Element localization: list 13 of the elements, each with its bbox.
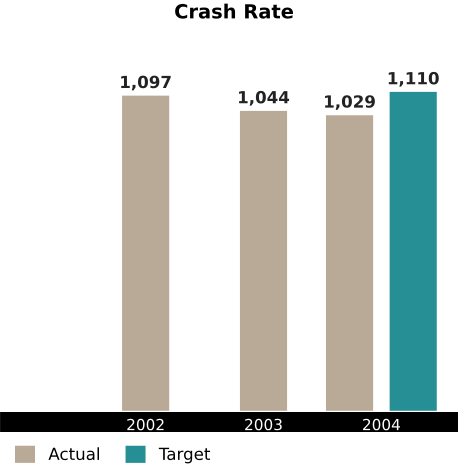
x-tick-label: 2003 [245, 418, 282, 430]
legend-label: Actual [48, 447, 99, 460]
legend-label: Target [158, 448, 210, 464]
data-label: 1,044 [239, 90, 290, 106]
bar [326, 115, 374, 411]
x-tick-label: 2002 [127, 418, 164, 430]
x-tick-label: 2004 [363, 418, 400, 430]
bar [122, 96, 170, 411]
data-label: 1,097 [121, 76, 171, 90]
chart-title: Crash Rate [175, 4, 293, 19]
bar [390, 92, 437, 411]
data-label: 1,110 [388, 72, 439, 87]
data-label: 1,029 [325, 95, 375, 110]
